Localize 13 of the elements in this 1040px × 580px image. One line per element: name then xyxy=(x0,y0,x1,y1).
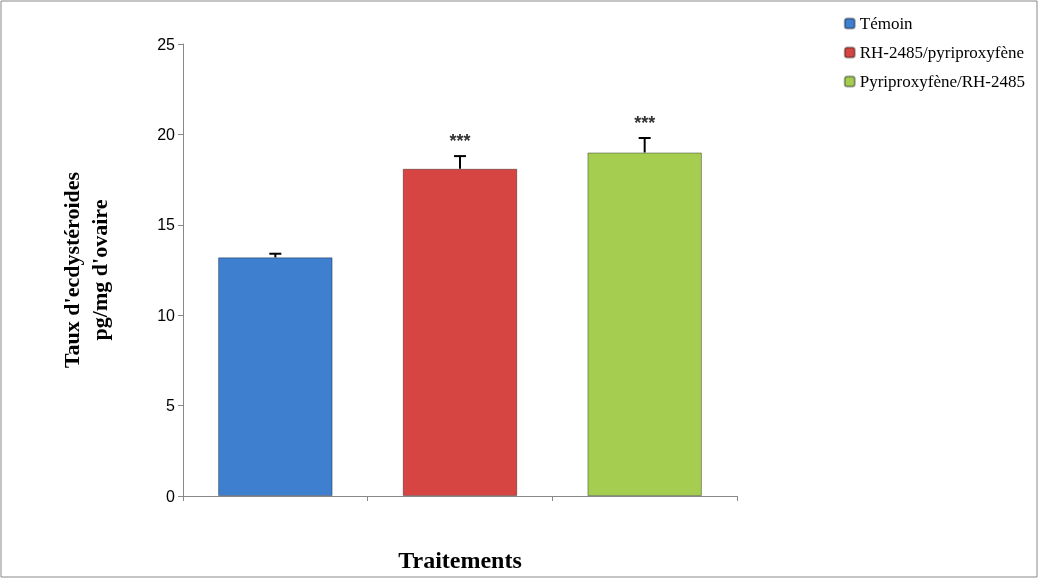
x-axis-title: Traitements xyxy=(398,547,522,573)
y-tick-label: 25 xyxy=(157,35,176,53)
y-tick-label: 0 xyxy=(166,487,176,505)
legend-label: Témoin xyxy=(859,14,914,33)
y-tick-label: 15 xyxy=(157,216,176,234)
y-tick-label: 10 xyxy=(157,306,176,324)
legend-label: RH-2485/pyriproxyfène xyxy=(859,43,1025,62)
legend-label: Pyriproxyfène/RH-2485 xyxy=(859,72,1026,91)
annotation: *** xyxy=(449,131,471,152)
y-tick-label: 20 xyxy=(157,125,176,143)
y-tick-label: 5 xyxy=(166,397,176,415)
annotation: *** xyxy=(634,113,656,134)
y-axis-title: Taux d'ecdystéroides pg/mg d'ovaire xyxy=(58,171,112,369)
